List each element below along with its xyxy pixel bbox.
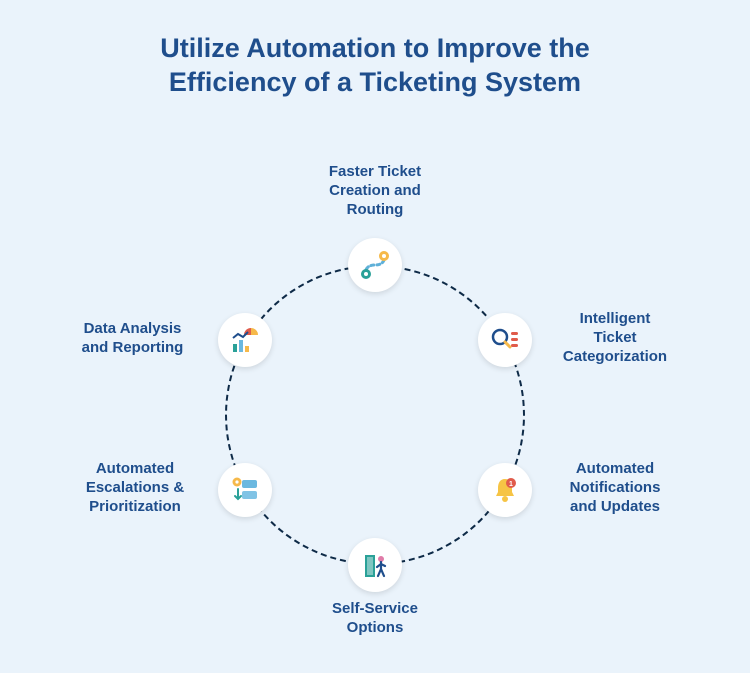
priority-icon xyxy=(229,474,261,506)
label-categorization: IntelligentTicketCategorization xyxy=(545,310,685,366)
circular-diagram: Faster TicketCreation andRouting Intelli… xyxy=(0,0,750,673)
label-analysis: Data Analysisand Reporting xyxy=(60,320,205,358)
node-routing xyxy=(348,238,402,292)
node-notifications: 1 xyxy=(478,463,532,517)
bell-icon: 1 xyxy=(489,474,521,506)
node-analysis xyxy=(218,313,272,367)
door-person-icon xyxy=(359,549,391,581)
svg-text:1: 1 xyxy=(509,481,513,488)
node-categorization xyxy=(478,313,532,367)
analytics-icon xyxy=(229,324,261,356)
label-notifications: AutomatedNotificationsand Updates xyxy=(545,460,685,516)
node-selfservice xyxy=(348,538,402,592)
search-list-icon xyxy=(489,324,521,356)
dashed-ring xyxy=(225,265,525,565)
node-escalation xyxy=(218,463,272,517)
label-selfservice: Self-ServiceOptions xyxy=(315,600,435,638)
label-routing: Faster TicketCreation andRouting xyxy=(315,163,435,219)
label-escalation: AutomatedEscalations &Prioritization xyxy=(65,460,205,516)
route-icon xyxy=(359,249,391,281)
